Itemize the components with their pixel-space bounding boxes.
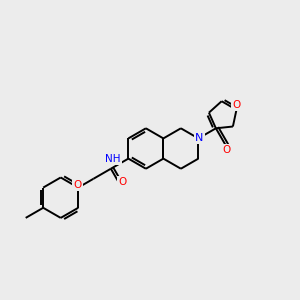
Text: O: O bbox=[73, 180, 82, 190]
Text: O: O bbox=[223, 145, 231, 155]
Text: O: O bbox=[118, 177, 126, 188]
Text: N: N bbox=[195, 133, 203, 142]
Text: NH: NH bbox=[105, 154, 121, 164]
Text: O: O bbox=[232, 100, 241, 110]
